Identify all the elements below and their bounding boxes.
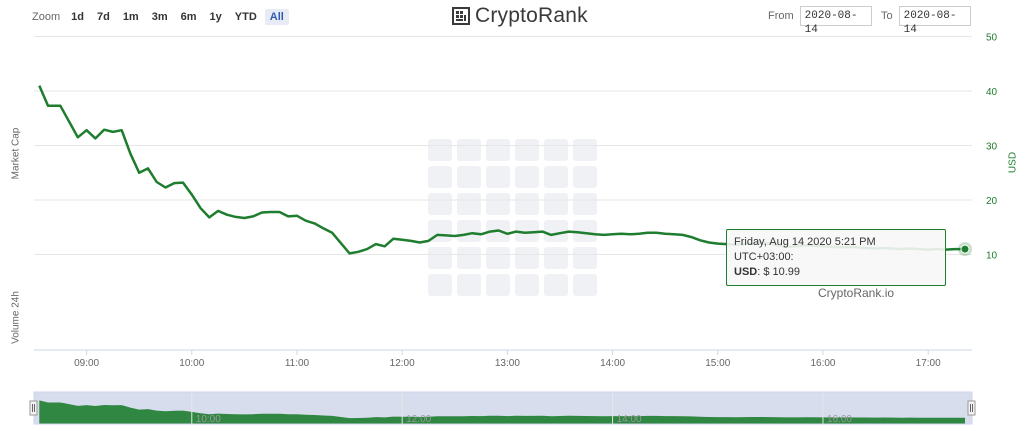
watermark-cell xyxy=(486,166,510,188)
watermark-cell xyxy=(515,274,539,296)
x-tick-label: 11:00 xyxy=(285,358,310,369)
watermark-cell xyxy=(457,139,481,161)
zoom-button-ytd[interactable]: YTD xyxy=(234,11,257,23)
navigator-left-handle[interactable] xyxy=(29,400,38,416)
watermark-cell xyxy=(457,193,481,215)
x-tick-label: 10:00 xyxy=(179,358,204,369)
x-tick-label: 15:00 xyxy=(705,358,730,369)
watermark-cell xyxy=(428,247,452,269)
zoom-label: Zoom xyxy=(32,11,61,23)
watermark-cell xyxy=(573,274,597,296)
watermark-cell xyxy=(486,274,510,296)
tooltip-value-row: USD: $ 10.99 xyxy=(734,265,938,280)
watermark-cell xyxy=(544,193,568,215)
market-cap-axis-title: Market Cap xyxy=(10,127,22,180)
watermark-cell xyxy=(428,193,452,215)
x-tick-label: 14:00 xyxy=(600,358,625,369)
cryptorank-credit[interactable]: CryptoRank.io xyxy=(818,286,895,300)
volume-axis-title: Volume 24h xyxy=(10,291,22,344)
cryptorank-logo-icon xyxy=(452,7,470,25)
watermark-cell xyxy=(544,220,568,242)
chart-tooltip: Friday, Aug 14 2020 5:21 PM UTC+03:00: U… xyxy=(726,229,946,286)
zoom-button-6m[interactable]: 6m xyxy=(180,11,197,23)
x-axis: 09:00 10:00 11:00 12:00 13:00 14:00 15:00 16:00… xyxy=(74,350,941,369)
watermark-cell xyxy=(428,274,452,296)
x-tick-label: 17:00 xyxy=(916,358,941,369)
cryptorank-logo[interactable]: CryptoRank xyxy=(452,4,588,28)
watermark-cell xyxy=(515,193,539,215)
tooltip-header: Friday, Aug 14 2020 5:21 PM UTC+03:00: xyxy=(734,236,876,263)
from-label: From xyxy=(768,10,794,22)
watermark-cell xyxy=(428,166,452,188)
watermark-cell xyxy=(573,139,597,161)
from-date-input[interactable]: 2020-08-14 xyxy=(799,6,872,36)
x-tick-label: 16:00 xyxy=(810,358,835,369)
navigator-tick-label: 10:00 xyxy=(196,414,221,425)
to-date-input[interactable]: 2020-08-14 xyxy=(898,6,971,36)
navigator[interactable]: 10:00 12:00 14:00 16:00 xyxy=(29,391,976,425)
navigator-right-handle[interactable] xyxy=(967,400,976,416)
navigator-series-area xyxy=(39,400,966,424)
navigator-tick-label: 14:00 xyxy=(617,414,642,425)
navigator-tick-label: 12:00 xyxy=(406,414,431,425)
zoom-button-all[interactable]: All xyxy=(264,9,289,25)
usd-axis-title: USD xyxy=(1007,151,1019,174)
watermark-cell xyxy=(486,139,510,161)
cryptorank-watermark-icon xyxy=(428,139,597,296)
y-tick-label: 10 xyxy=(986,251,998,262)
watermark-cell xyxy=(573,247,597,269)
chart-gridlines xyxy=(34,36,972,351)
watermark-cell xyxy=(515,247,539,269)
x-tick-label: 09:00 xyxy=(74,358,99,369)
watermark-cell xyxy=(573,166,597,188)
watermark-cell xyxy=(428,139,452,161)
zoom-button-1y[interactable]: 1y xyxy=(209,11,222,23)
x-tick-label: 12:00 xyxy=(390,358,415,369)
watermark-cell xyxy=(457,220,481,242)
zoom-button-7d[interactable]: 7d xyxy=(96,11,110,23)
y-tick-label: 30 xyxy=(986,142,998,153)
watermark-cell xyxy=(573,193,597,215)
watermark-cell xyxy=(515,220,539,242)
watermark-cell xyxy=(486,247,510,269)
watermark-cell xyxy=(457,247,481,269)
watermark-cell xyxy=(544,139,568,161)
watermark-cell xyxy=(486,193,510,215)
watermark-cell xyxy=(457,274,481,296)
y-tick-label: 40 xyxy=(986,87,998,98)
watermark-cell xyxy=(544,247,568,269)
y-tick-label: 20 xyxy=(986,196,998,207)
to-label: To xyxy=(881,10,893,22)
x-tick-label: 13:00 xyxy=(495,358,520,369)
watermark-cell xyxy=(515,139,539,161)
hover-point xyxy=(960,244,970,254)
range-from: From 2020-08-14 xyxy=(768,6,872,36)
zoom-bar: Zoom 1d 7d 1m 3m 6m 1y YTD All xyxy=(18,8,292,26)
y-tick-label: 50 xyxy=(986,33,998,44)
zoom-button-1m[interactable]: 1m xyxy=(122,11,139,23)
watermark-cell xyxy=(515,166,539,188)
tooltip-series-label: USD xyxy=(734,266,758,278)
tooltip-value: : $ 10.99 xyxy=(757,266,801,278)
watermark-cell xyxy=(573,220,597,242)
y-axis: 10 20 30 40 50 xyxy=(986,33,998,262)
watermark-cell xyxy=(544,166,568,188)
zoom-button-1d[interactable]: 1d xyxy=(71,11,84,23)
range-to: To 2020-08-14 xyxy=(881,6,971,36)
zoom-button-3m[interactable]: 3m xyxy=(151,11,168,23)
navigator-tick-label: 16:00 xyxy=(827,414,852,425)
watermark-cell xyxy=(457,166,481,188)
logo-text: CryptoRank xyxy=(475,4,588,27)
watermark-cell xyxy=(544,274,568,296)
